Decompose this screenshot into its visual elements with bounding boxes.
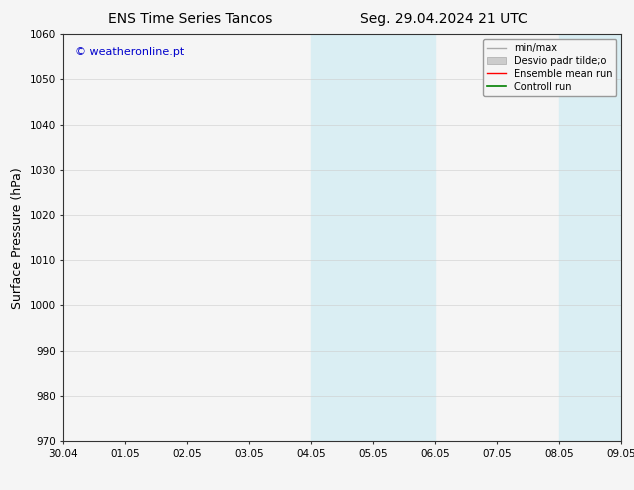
Text: Seg. 29.04.2024 21 UTC: Seg. 29.04.2024 21 UTC (360, 12, 527, 26)
Y-axis label: Surface Pressure (hPa): Surface Pressure (hPa) (11, 167, 24, 309)
Bar (559, 34, 621, 441)
Bar (373, 34, 436, 441)
Text: ENS Time Series Tancos: ENS Time Series Tancos (108, 12, 273, 26)
Bar (311, 34, 373, 441)
Text: © weatheronline.pt: © weatheronline.pt (75, 47, 184, 56)
Legend: min/max, Desvio padr tilde;o, Ensemble mean run, Controll run: min/max, Desvio padr tilde;o, Ensemble m… (483, 39, 616, 96)
